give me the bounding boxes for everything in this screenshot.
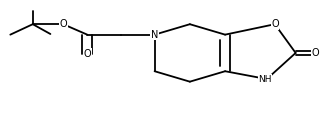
Text: NH: NH — [259, 75, 272, 84]
Text: N: N — [151, 30, 158, 40]
Text: O: O — [59, 19, 67, 29]
Text: O: O — [271, 19, 279, 29]
Text: O: O — [83, 49, 91, 59]
Text: O: O — [311, 48, 319, 58]
